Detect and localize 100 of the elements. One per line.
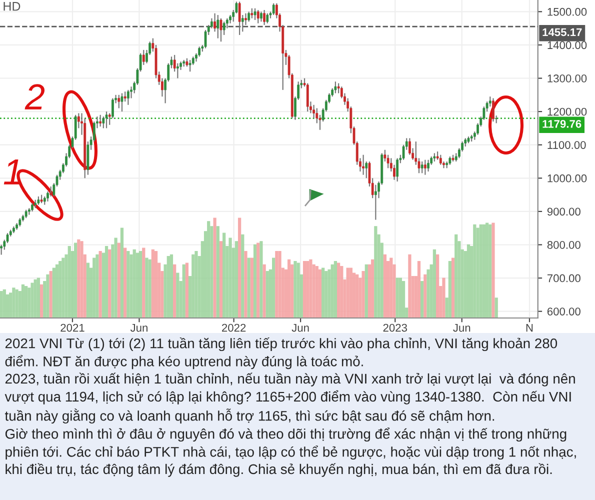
- bar: [296, 262, 300, 318]
- ref-line-label: 1455.17: [542, 28, 582, 36]
- candlestick: [108, 112, 111, 126]
- bar: [302, 261, 306, 318]
- bar: [104, 246, 108, 318]
- bar: [402, 281, 406, 318]
- x-tick-label: N: [526, 324, 533, 332]
- candlestick: [142, 49, 145, 66]
- chart-title: HD: [4, 2, 20, 11]
- text: 2023, tuần rồi xuất hiện 1 tuần chỉnh, nếu tuần này mà VNI xanh trở lại vượt lại và đóng nên vượt qua 1194, lịch sử có lập lại không? 1165+200 điểm vào vùng 1340-1380. Còn nếu VNI tuần này giằng co và loanh quanh hỗ trợ 1165, thì sức bật sau đó sẽ chậm hơn.: [4, 372, 575, 424]
- candlestick: [312, 104, 316, 119]
- bar: [52, 268, 56, 318]
- candlestick: [337, 82, 340, 94]
- bar: [340, 266, 344, 318]
- bar: [272, 258, 276, 318]
- candlestick: [374, 184, 377, 220]
- bar: [374, 226, 378, 318]
- candlestick: [120, 92, 124, 112]
- bar: [256, 242, 260, 318]
- bar: [451, 258, 455, 318]
- y-tick-label: 1300.00: [548, 74, 587, 82]
- y-tick-label: 1400.00: [548, 41, 587, 50]
- candlestick: [488, 96, 492, 108]
- text: Giờ theo mình thì ở đâu ở nguyên đó và theo dõi thị trường để xác nhận vị thế trong những phiên tới. Các chỉ báo PTKT nhà cái, tạo lập có thể bẻ ngược, hoặc vùi dập trong 1 nốt nhạc, khi điều trụ, tác động tâm lý đám đông. Chia sẻ khuyến nghị, mua bán, thì em đã đưa rồi.: [5, 427, 576, 477]
- bar: [408, 254, 412, 318]
- bar: [170, 254, 174, 318]
- annotation: 2: [24, 84, 45, 110]
- candlestick: [50, 186, 52, 198]
- candlestick: [248, 11, 250, 22]
- bar: [216, 226, 220, 318]
- x-tick-label: 2023: [383, 324, 407, 332]
- bar: [49, 271, 52, 318]
- bar: [371, 259, 374, 318]
- candlestick: [334, 81, 337, 94]
- y-tick-label: 1500.00: [548, 8, 587, 16]
- bar: [148, 259, 152, 318]
- bar: [260, 241, 263, 318]
- bar: [120, 228, 124, 318]
- candlestick: [188, 59, 192, 72]
- bar: [442, 278, 446, 318]
- bar: [432, 249, 436, 318]
- candlestick: [254, 8, 256, 21]
- y-tick-label: 1200.00: [548, 108, 587, 116]
- bar: [336, 262, 340, 318]
- candlestick: [204, 29, 207, 49]
- bar: [266, 271, 269, 318]
- y-tick-label: 900.00: [547, 208, 580, 216]
- candlestick: [362, 154, 365, 176]
- bar: [36, 278, 40, 318]
- bar: [334, 261, 338, 318]
- bar: [185, 262, 189, 318]
- bar: [176, 272, 180, 318]
- bar: [138, 251, 142, 318]
- bar: [108, 249, 112, 318]
- bar: [98, 251, 102, 318]
- candlestick: [124, 91, 126, 102]
- bar: [362, 271, 365, 318]
- bar: [145, 258, 148, 318]
- candlestick: [256, 9, 260, 24]
- bar: [241, 234, 244, 318]
- bar: [86, 262, 90, 318]
- candlestick: [126, 89, 130, 106]
- candlestick: [102, 116, 105, 129]
- bar: [114, 238, 118, 318]
- candlestick: [238, 1, 241, 36]
- bar: [436, 254, 440, 318]
- x-tick-label: 2021: [60, 324, 84, 332]
- bar: [213, 218, 216, 318]
- candlestick: [216, 14, 220, 39]
- bar: [250, 258, 254, 318]
- candlestick: [492, 98, 494, 122]
- bar: [275, 251, 278, 318]
- bar: [117, 242, 120, 318]
- candlestick: [220, 18, 222, 42]
- bar: [219, 241, 223, 318]
- bar: [294, 261, 297, 318]
- candlestick: [198, 46, 201, 58]
- x-tick-label: 2022: [222, 324, 246, 332]
- bar: [364, 264, 368, 318]
- bar: [96, 254, 99, 318]
- candlestick: [306, 82, 309, 112]
- bar: [262, 264, 266, 318]
- x-tick-label: Jun: [292, 324, 309, 332]
- candlestick: [386, 154, 390, 169]
- candlestick: [260, 11, 262, 22]
- bar: [448, 261, 452, 318]
- bar: [192, 254, 195, 318]
- candlestick: [420, 160, 424, 174]
- bar: [151, 249, 154, 318]
- bar: [126, 251, 130, 318]
- bar: [238, 218, 242, 318]
- candlestick: [241, 14, 244, 32]
- bar: [383, 254, 387, 318]
- candlestick: [118, 94, 120, 109]
- bar: [142, 248, 146, 318]
- candlestick: [46, 190, 49, 202]
- annotation: 1: [4, 159, 20, 184]
- x-tick-label: Jun: [453, 324, 470, 332]
- bar: [77, 239, 80, 318]
- bar: [420, 281, 424, 318]
